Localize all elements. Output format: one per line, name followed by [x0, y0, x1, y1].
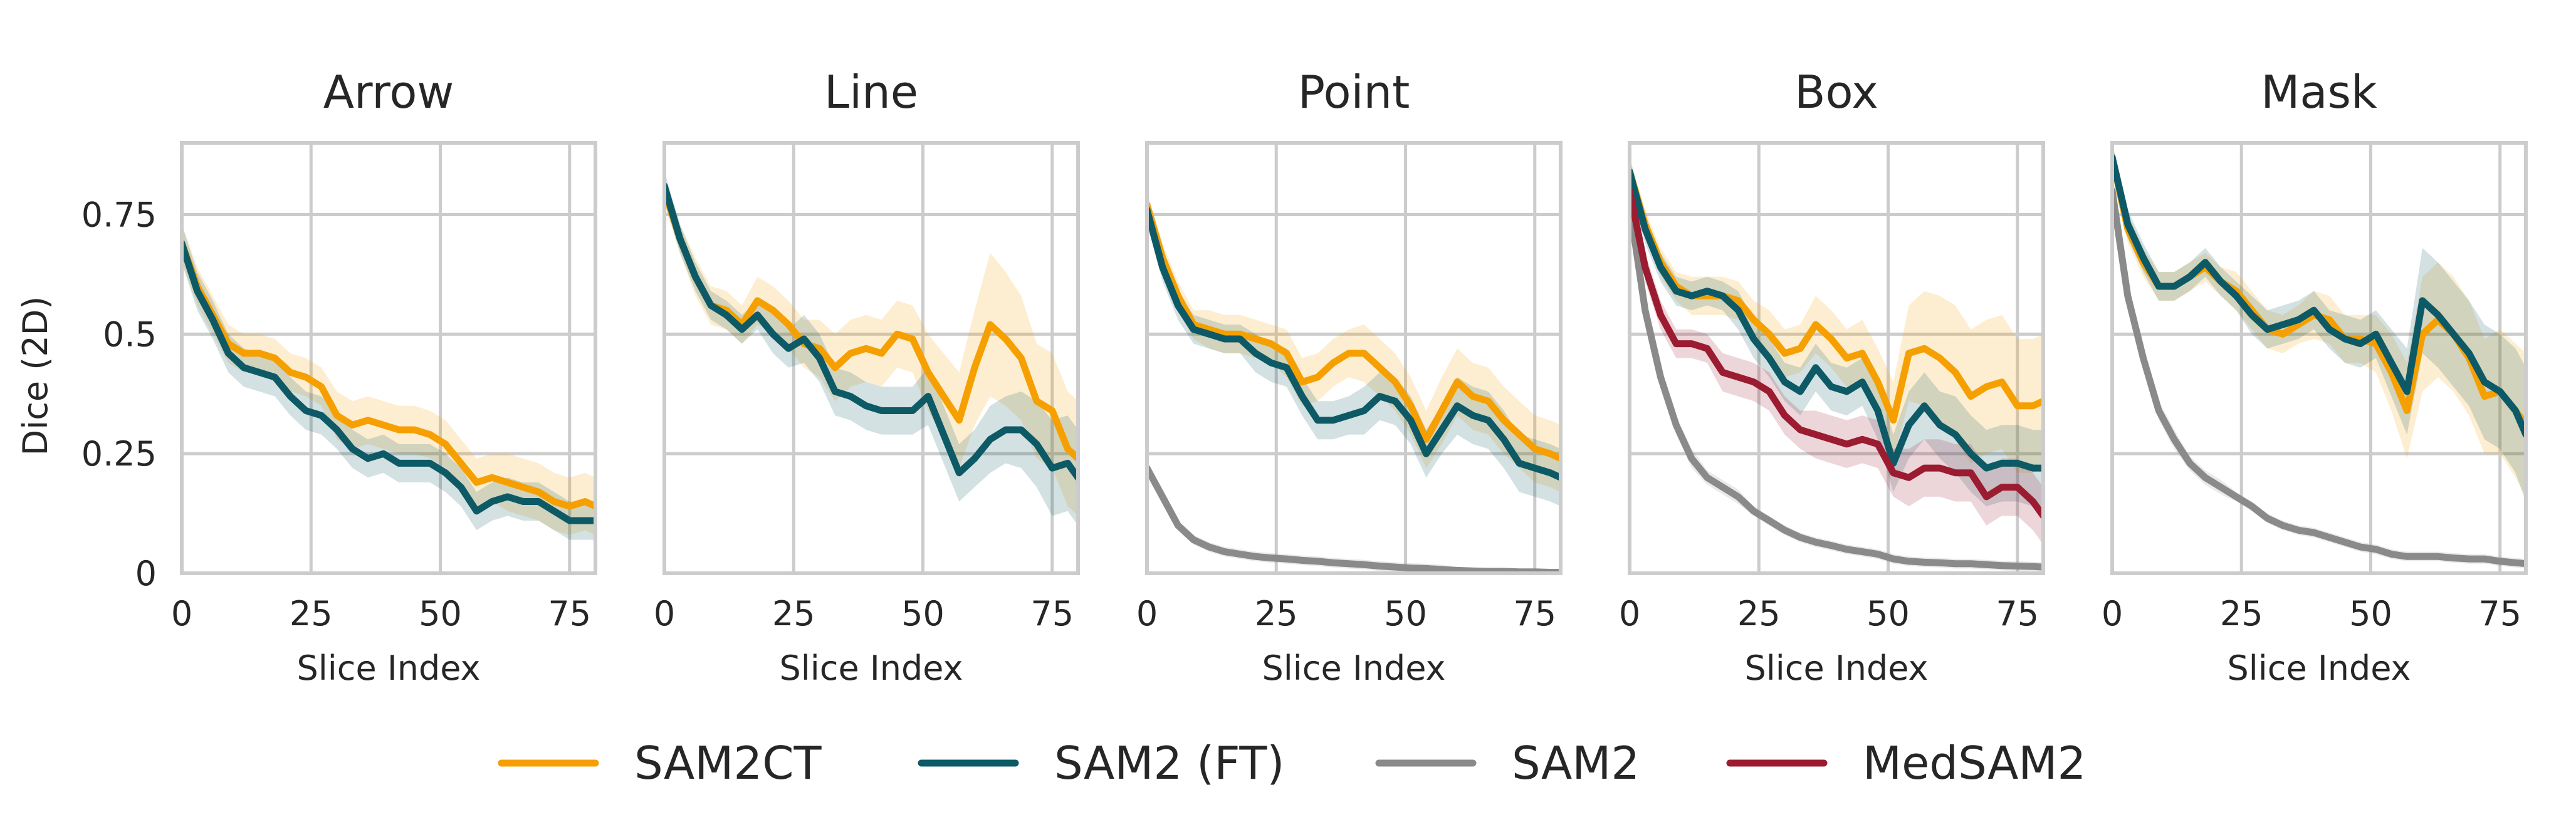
panel-title: Line — [824, 66, 918, 118]
x-tick-label: 50 — [419, 594, 462, 633]
series-line-sam2 — [1630, 201, 2043, 571]
x-axis-label: Slice Index — [2227, 648, 2411, 688]
legend-label: SAM2 (FT) — [1054, 737, 1284, 789]
x-tick-label: 50 — [901, 594, 945, 633]
x-axis-label: Slice Index — [1744, 648, 1928, 688]
x-tick-label: 75 — [2478, 594, 2521, 633]
panel-point: Point 0 25 50 75 Slice Index — [1136, 66, 1563, 688]
legend-item-medsam2: MedSAM2 — [1726, 737, 2086, 789]
confidence-band-medsam2 — [1630, 176, 2043, 545]
y-axis-label: Dice (2D) — [16, 296, 55, 456]
plot-area — [664, 171, 1078, 526]
series-line-sam2ct — [182, 239, 595, 510]
confidence-band-sam2ct — [664, 176, 1078, 516]
confidence-band-sam2ct — [1147, 190, 1561, 492]
panel-title: Arrow — [323, 66, 454, 118]
plot-area — [1147, 190, 1561, 573]
x-tick-label: 25 — [1255, 594, 1298, 633]
x-tick-label: 0 — [2102, 594, 2123, 633]
panel-title: Box — [1794, 66, 1878, 118]
confidence-band-sam2-ft — [1630, 157, 2043, 507]
plot-frame — [180, 141, 597, 575]
chart-panels: Arrow 0 25 50 75 0 0.25 0.5 0.75 Slice Index Line 0… — [81, 66, 2528, 688]
series-line-sam2-ft — [182, 239, 595, 524]
y-tick-label: 0.25 — [81, 434, 157, 474]
panel-line: Line 0 25 50 75 Slice Index — [654, 66, 1080, 688]
legend-label: SAM2 — [1512, 737, 1640, 789]
x-tick-label: 25 — [2220, 594, 2263, 633]
x-tick-label: 50 — [1384, 594, 1427, 633]
confidence-band-sam2ct — [182, 224, 595, 535]
legend-item-sam2: SAM2 — [1375, 737, 1640, 789]
x-tick-label: 75 — [1030, 594, 1074, 633]
plot-frame — [662, 141, 1080, 575]
legend-label: SAM2CT — [634, 737, 822, 789]
x-tick-label: 0 — [171, 594, 192, 633]
panel-arrow: Arrow 0 25 50 75 0 0.25 0.5 0.75 Slice Index — [81, 66, 597, 688]
panel-title: Point — [1298, 66, 1410, 118]
x-tick-label: 50 — [1867, 594, 1910, 633]
plot-frame — [2110, 141, 2528, 575]
confidence-band-sam2-ft — [664, 171, 1078, 526]
y-tick-label: 0 — [135, 554, 157, 593]
plot-area — [182, 224, 595, 540]
plot-area — [1630, 157, 2043, 572]
series-line-sam2ct — [664, 187, 1078, 462]
chart-legend: SAM2CT SAM2 (FT) SAM2 MedSAM2 — [498, 737, 2086, 789]
x-tick-label: 75 — [1996, 594, 2039, 633]
x-axis-label: Slice Index — [296, 648, 480, 688]
x-tick-label: 25 — [772, 594, 815, 633]
plot-frame — [1628, 141, 2045, 575]
series-line-sam2-ft — [664, 182, 1078, 481]
series-line-sam2 — [2112, 187, 2526, 568]
x-axis-label: Slice Index — [779, 648, 963, 688]
x-tick-label: 50 — [2349, 594, 2392, 633]
series-line-medsam2 — [1630, 187, 2043, 519]
x-tick-label: 0 — [654, 594, 675, 633]
x-tick-label: 75 — [1513, 594, 1556, 633]
legend-label: MedSAM2 — [1863, 737, 2086, 789]
x-tick-label: 0 — [1136, 594, 1158, 633]
confidence-band-sam2ct — [1630, 157, 2043, 473]
confidence-band-sam2-ft — [2112, 143, 2526, 502]
confidence-band-sam2-ft — [1147, 195, 1561, 507]
x-tick-label: 25 — [1737, 594, 1781, 633]
y-tick-label: 0.75 — [81, 195, 157, 235]
panel-box: Box 0 25 50 75 Slice Index — [1619, 66, 2045, 688]
series-line-sam2-ft — [1147, 206, 1561, 481]
plot-area — [2112, 143, 2526, 569]
y-tick-label: 0.5 — [103, 315, 157, 354]
plot-frame — [1145, 141, 1563, 575]
x-tick-label: 0 — [1619, 594, 1640, 633]
confidence-band-sam2 — [1147, 463, 1561, 573]
series-line-sam2ct — [1147, 201, 1561, 462]
x-tick-label: 75 — [548, 594, 591, 633]
series-line-sam2-ft — [2112, 153, 2526, 439]
series-line-sam2 — [1147, 464, 1561, 573]
series-line-sam2-ft — [1630, 168, 2043, 472]
panel-title: Mask — [2261, 66, 2377, 118]
x-axis-label: Slice Index — [1262, 648, 1445, 688]
panel-mask: Mask 0 25 50 75 Slice Index — [2102, 66, 2528, 688]
x-tick-label: 25 — [290, 594, 333, 633]
legend-item-sam2ct: SAM2CT — [498, 737, 822, 789]
legend-item-sam2-ft: SAM2 (FT) — [918, 737, 1284, 789]
